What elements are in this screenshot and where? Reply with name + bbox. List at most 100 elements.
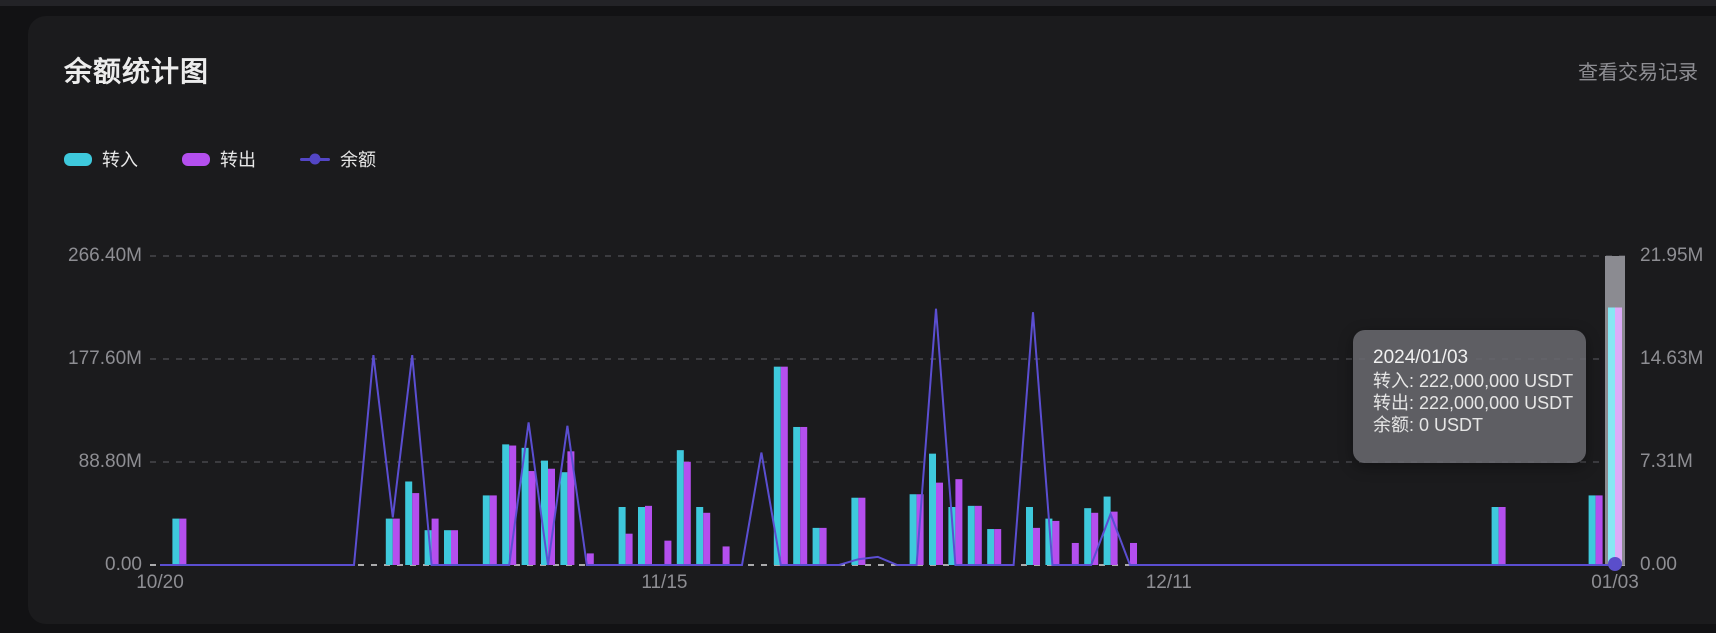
- right-axis-tick: 7.31M: [1640, 451, 1693, 472]
- transfer-in-swatch-icon: [64, 152, 92, 166]
- transfer-out-bar: [994, 529, 1002, 565]
- transfer-out-bar: [451, 530, 458, 565]
- transfer-out-bar: [392, 518, 400, 565]
- chart-legend: 转入 转出 余额: [64, 146, 376, 172]
- transfer-in-bar: [987, 529, 995, 565]
- transfer-in-bar: [909, 494, 917, 565]
- transfer-in-bar: [929, 453, 936, 565]
- legend-label-transfer-out: 转出: [220, 150, 256, 170]
- transfer-out-bar: [1498, 507, 1506, 565]
- transfer-out-bar: [548, 468, 555, 565]
- transfer-in-bar: [851, 497, 859, 565]
- right-axis-tick: 21.95M: [1640, 245, 1704, 266]
- left-axis-tick: 266.40M: [68, 245, 142, 266]
- transfer-in-bar: [444, 530, 451, 565]
- right-axis-tick: 0.00: [1640, 554, 1677, 575]
- transfer-in-bar: [1491, 507, 1499, 565]
- transfer-in-bar: [1026, 507, 1033, 565]
- transfer-out-bar: [1071, 542, 1079, 565]
- balance-point-highlight: [1608, 557, 1622, 571]
- x-axis-tick: 10/20: [136, 572, 184, 593]
- transfer-out-bar: [819, 527, 827, 565]
- transfer-out-bar: [1615, 307, 1622, 565]
- transfer-out-bar: [858, 497, 866, 565]
- transfer-in-bar: [618, 507, 626, 565]
- transfer-out-bar: [1595, 495, 1603, 565]
- transfer-out-bar: [703, 512, 711, 565]
- transfer-in-bar: [948, 507, 956, 565]
- transfer-out-bar: [528, 471, 536, 565]
- transfer-out-bar: [936, 482, 943, 565]
- x-axis-tick: 11/15: [641, 572, 688, 593]
- legend-label-transfer-in: 转入: [102, 150, 138, 170]
- transfer-in-bar: [424, 530, 432, 565]
- tooltip-transfer-in: 转入: 222,000,000 USDT: [1373, 371, 1574, 391]
- chart-tooltip: 2024/01/03 转入: 222,000,000 USDT 转出: 222,…: [1353, 330, 1586, 463]
- transfer-out-bar: [1130, 542, 1137, 565]
- transfer-in-bar: [172, 518, 180, 565]
- transfer-in-bar: [405, 481, 413, 565]
- transfer-out-bar: [509, 445, 517, 565]
- balance-line-marker-icon: [300, 153, 330, 165]
- transfer-out-bar: [800, 426, 808, 565]
- transfer-in-bar: [560, 472, 568, 565]
- transfer-out-bar: [683, 461, 691, 565]
- transfer-out-bar: [179, 518, 187, 565]
- transfer-out-bar: [1033, 527, 1040, 565]
- transfer-out-bar: [489, 495, 497, 565]
- left-axis-tick: 88.80M: [78, 451, 142, 472]
- x-axis-tick: 01/03: [1591, 572, 1639, 593]
- transfer-out-bar: [412, 493, 420, 565]
- left-axis-tick: 0.00: [105, 554, 142, 575]
- balance-dot-icon: [309, 153, 321, 165]
- transfer-out-bar: [1052, 520, 1060, 565]
- transfer-in-bar: [1608, 307, 1615, 565]
- transfer-in-bar: [1045, 518, 1053, 565]
- transfer-in-bar: [502, 444, 510, 565]
- transfer-out-bar: [780, 366, 788, 565]
- transfer-out-bar: [955, 479, 963, 565]
- transfer-out-bar: [1110, 511, 1118, 565]
- transfer-out-bar: [664, 540, 672, 565]
- transfer-in-bar: [793, 426, 801, 565]
- transfer-out-bar: [586, 553, 594, 565]
- transfer-out-bar: [722, 546, 730, 565]
- transfer-in-bar: [676, 450, 684, 565]
- legend-item-balance[interactable]: 余额: [300, 146, 376, 172]
- transfer-in-bar: [1084, 508, 1092, 565]
- transfer-out-bar: [974, 505, 982, 565]
- balance-line: [160, 308, 1615, 566]
- transfer-in-bar: [521, 447, 529, 565]
- tooltip-date: 2024/01/03: [1373, 347, 1469, 368]
- transfer-out-bar: [625, 533, 633, 565]
- tooltip-balance: 余额: 0 USDT: [1373, 415, 1484, 435]
- transfer-in-bar: [541, 460, 548, 565]
- transfer-in-bar: [638, 507, 645, 565]
- transfer-in-bar: [385, 518, 393, 565]
- transfer-in-bar: [812, 527, 820, 565]
- legend-label-balance: 余额: [340, 150, 376, 170]
- transfer-out-bar: [431, 518, 439, 565]
- legend-item-transfer-in[interactable]: 转入: [64, 146, 138, 172]
- legend-item-transfer-out[interactable]: 转出: [182, 146, 256, 172]
- balance-chart-panel: [28, 16, 1716, 624]
- transfer-in-bar: [696, 507, 704, 565]
- transfer-in-bar: [1103, 496, 1111, 565]
- transfer-out-bar: [567, 451, 575, 565]
- transfer-in-bar: [1588, 495, 1596, 565]
- transfer-in-bar: [482, 495, 490, 565]
- left-axis-tick: 177.60M: [68, 348, 142, 369]
- page-top-strip: [0, 0, 1716, 6]
- transfer-in-bar: [967, 505, 975, 565]
- transfer-in-bar: [773, 366, 781, 565]
- transfer-out-bar: [1091, 512, 1099, 565]
- transfer-out-bar: [645, 505, 652, 565]
- transfer-out-swatch-icon: [182, 152, 210, 166]
- x-axis-tick: 12/11: [1145, 572, 1192, 593]
- right-axis-tick: 14.63M: [1640, 348, 1704, 369]
- view-transactions-link[interactable]: 查看交易记录: [1578, 62, 1698, 84]
- tooltip-transfer-out: 转出: 222,000,000 USDT: [1373, 393, 1574, 413]
- page-title: 余额统计图: [64, 56, 210, 87]
